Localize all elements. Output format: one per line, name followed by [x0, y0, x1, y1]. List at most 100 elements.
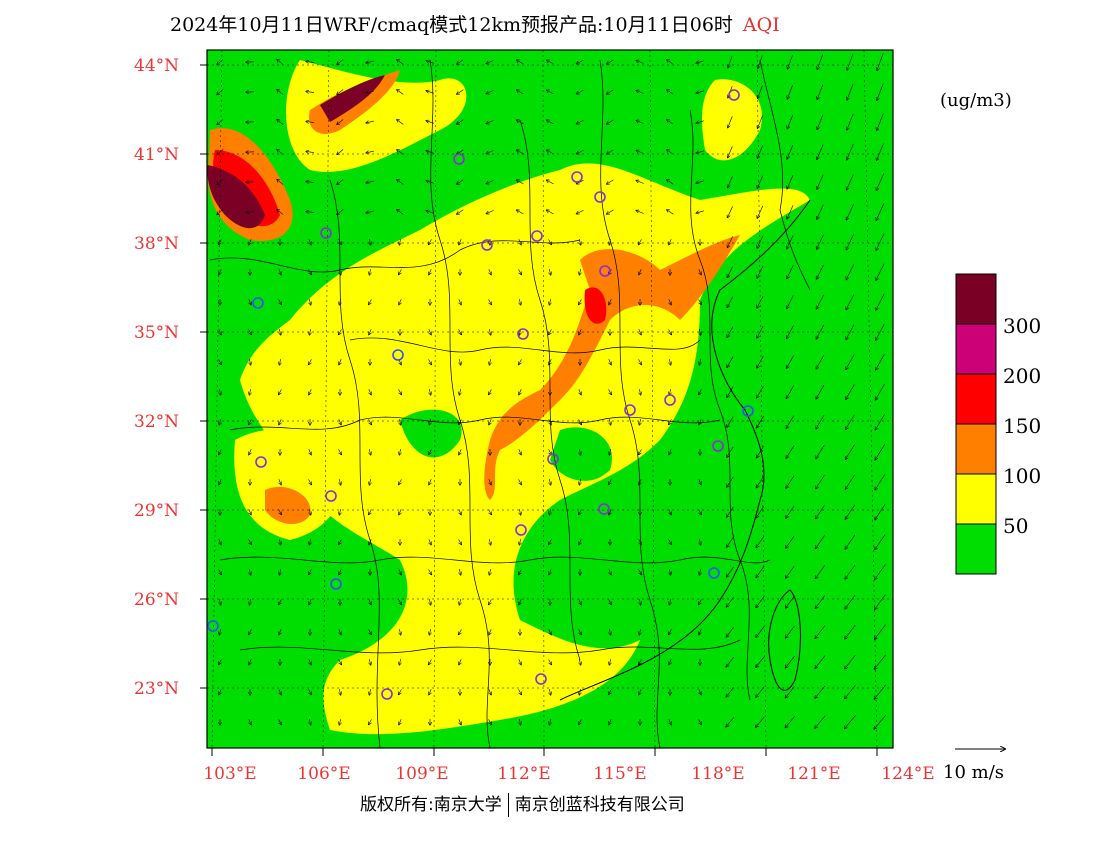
wind-arrow: [397, 90, 404, 95]
wind-arrow: [696, 90, 704, 93]
wind-arrow: [309, 599, 311, 604]
wind-arrow: [217, 119, 224, 124]
wind-arrow: [636, 180, 644, 184]
copyright-left: 版权所有:南京大学: [360, 795, 502, 815]
wind-arrow: [699, 539, 700, 545]
wind-arrow: [875, 474, 886, 489]
wind-arrow: [846, 294, 855, 309]
wind-arrow: [787, 115, 794, 129]
wind-arrow: [726, 566, 734, 577]
wind-arrow: [874, 684, 887, 699]
station-markers: [207, 89, 754, 700]
wind-arrow: [699, 689, 701, 694]
wind-arrow: [696, 210, 704, 213]
wind-arrow: [429, 239, 432, 244]
wind-arrow: [757, 295, 764, 308]
wind-arrow: [219, 539, 221, 545]
legend-swatch-2: [955, 473, 997, 525]
wind-arrow: [607, 89, 614, 94]
wind-arrow: [486, 120, 494, 123]
wind-arrow: [846, 204, 854, 220]
wind-arrow: [309, 659, 311, 665]
wind-arrow: [546, 150, 554, 155]
wind-arrow: [845, 685, 856, 698]
wind-arrow: [399, 419, 400, 425]
wind-arrow: [699, 629, 701, 635]
wind-arrow: [579, 539, 581, 545]
wind-arrow: [815, 715, 826, 728]
chart-title: 2024年10月11日WRF/cmaq模式12km预报产品:10月11日06时 A…: [170, 10, 780, 37]
wind-arrow: [756, 656, 765, 668]
wind-arrow: [579, 479, 580, 485]
wind-arrow: [549, 359, 551, 364]
wind-arrow: [517, 180, 524, 185]
wind-arrow: [489, 419, 491, 424]
wind-arrow: [366, 181, 374, 183]
wind-arrow: [786, 625, 795, 638]
wind-arrow: [756, 536, 765, 547]
wind-arrow: [787, 84, 793, 99]
wind-arrow: [459, 599, 460, 605]
legend-label-150: 150: [1003, 414, 1042, 438]
wind-arrow: [847, 113, 854, 130]
wind-arrow: [369, 539, 371, 544]
wind-arrow: [519, 239, 521, 245]
wind-arrow: [486, 90, 494, 93]
wind-arrow: [667, 180, 674, 185]
wind-arrow: [846, 414, 855, 430]
lat-label-38: 38°N: [134, 234, 180, 254]
wind-arrow: [609, 629, 610, 635]
wind-arrow: [576, 149, 584, 154]
legend-swatch-6: [955, 273, 997, 325]
wind-arrow: [337, 149, 344, 155]
wind-arrow: [609, 449, 610, 455]
wind-arrow: [787, 175, 794, 189]
wind-arrow: [306, 181, 315, 182]
wind-arrow: [786, 445, 795, 459]
wind-arrow: [639, 629, 640, 635]
legend-label-50: 50: [1003, 514, 1029, 538]
wind-arrow: [667, 150, 674, 155]
wind-arrow: [517, 90, 524, 95]
wind-arrow: [578, 419, 582, 424]
wind-arrow: [579, 389, 581, 395]
wind-arrow: [786, 475, 795, 488]
wind-arrow: [397, 60, 404, 65]
wind-arrow: [756, 596, 765, 608]
wind-arrow: [816, 324, 825, 339]
wind-arrow: [399, 689, 402, 694]
wind-arrow: [669, 299, 671, 305]
wind-arrow: [309, 569, 312, 574]
wind-arrow: [517, 60, 524, 65]
wind-arrow: [667, 90, 674, 95]
wind-arrow: [489, 389, 492, 394]
wind-arrow: [815, 655, 826, 669]
wind-arrow: [219, 629, 220, 635]
wind-arrow: [218, 569, 222, 574]
wind-arrow: [366, 211, 374, 213]
wind-arrow: [279, 629, 281, 634]
wind-arrow: [816, 475, 825, 488]
wind-arrow: [845, 594, 856, 609]
wind-arrow: [458, 329, 462, 334]
boundary-lines: [209, 59, 811, 748]
wind-arrow: [549, 689, 550, 695]
wind-arrow: [876, 263, 885, 280]
wind-arrow: [696, 120, 704, 123]
wind-arrow: [786, 505, 795, 518]
wind-arrow: [757, 145, 763, 159]
wind-arrow: [727, 296, 734, 307]
wind-arrow: [279, 419, 281, 424]
wind-arrow: [639, 599, 640, 605]
wind-arrow: [457, 59, 464, 64]
wind-arrow: [397, 120, 404, 125]
wind-arrow: [847, 83, 854, 100]
wind-arrow: [757, 355, 764, 368]
wind-arrow: [489, 359, 490, 365]
wind-arrow: [579, 719, 582, 724]
map-field: [207, 50, 893, 748]
wind-arrow: [517, 210, 524, 215]
wind-arrow: [488, 509, 492, 514]
wind-arrow: [457, 209, 464, 214]
wind-arrow: [576, 59, 584, 64]
